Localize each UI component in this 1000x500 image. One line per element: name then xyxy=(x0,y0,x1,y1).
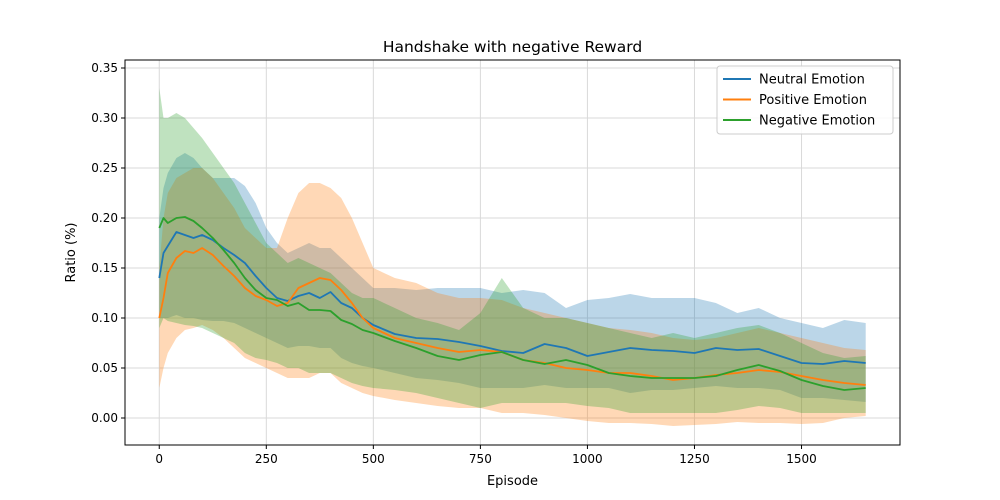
y-tick-label: 0.15 xyxy=(91,261,118,275)
x-tick-label: 1000 xyxy=(572,452,603,466)
grid xyxy=(125,60,900,445)
series-lines xyxy=(158,216,866,391)
confidence-bands xyxy=(159,88,866,426)
series-line-2 xyxy=(158,216,866,391)
confidence-band-0 xyxy=(159,153,866,402)
plot-frame xyxy=(124,59,901,446)
legend-label-1: Positive Emotion xyxy=(759,93,867,108)
x-tick-label: 750 xyxy=(469,452,492,466)
y-tick-label: 0.25 xyxy=(91,161,118,175)
legend-label-0: Neutral Emotion xyxy=(759,73,865,88)
y-tick-label: 0.30 xyxy=(91,111,118,125)
x-tick-label: 0 xyxy=(155,452,163,466)
y-tick-label: 0.05 xyxy=(91,361,118,375)
confidence-band-2 xyxy=(159,88,866,413)
legend-label-2: Negative Emotion xyxy=(759,114,875,129)
y-tick-label: 0.20 xyxy=(91,211,118,225)
x-axis-title: Episode xyxy=(487,474,538,489)
y-tick-label: 0.35 xyxy=(91,61,118,75)
chart-title: Handshake with negative Reward xyxy=(383,38,642,56)
y-tick-label: 0.00 xyxy=(91,411,118,425)
y-axis-title: Ratio (%) xyxy=(64,222,79,282)
x-tick-label: 500 xyxy=(362,452,385,466)
x-tick-label: 1250 xyxy=(679,452,710,466)
x-tick-label: 250 xyxy=(255,452,278,466)
y-tick-label: 0.10 xyxy=(91,311,118,325)
x-tick-label: 1500 xyxy=(786,452,817,466)
confidence-band-1 xyxy=(159,168,866,426)
axes-ticks: 0 250 500 750 1000 1250 1500 0.00 0.05 0.10 0.15 0.… xyxy=(91,61,817,466)
legend-box xyxy=(716,65,894,135)
legend: Neutral Emotion Positive Emotion Negative … xyxy=(716,65,894,135)
